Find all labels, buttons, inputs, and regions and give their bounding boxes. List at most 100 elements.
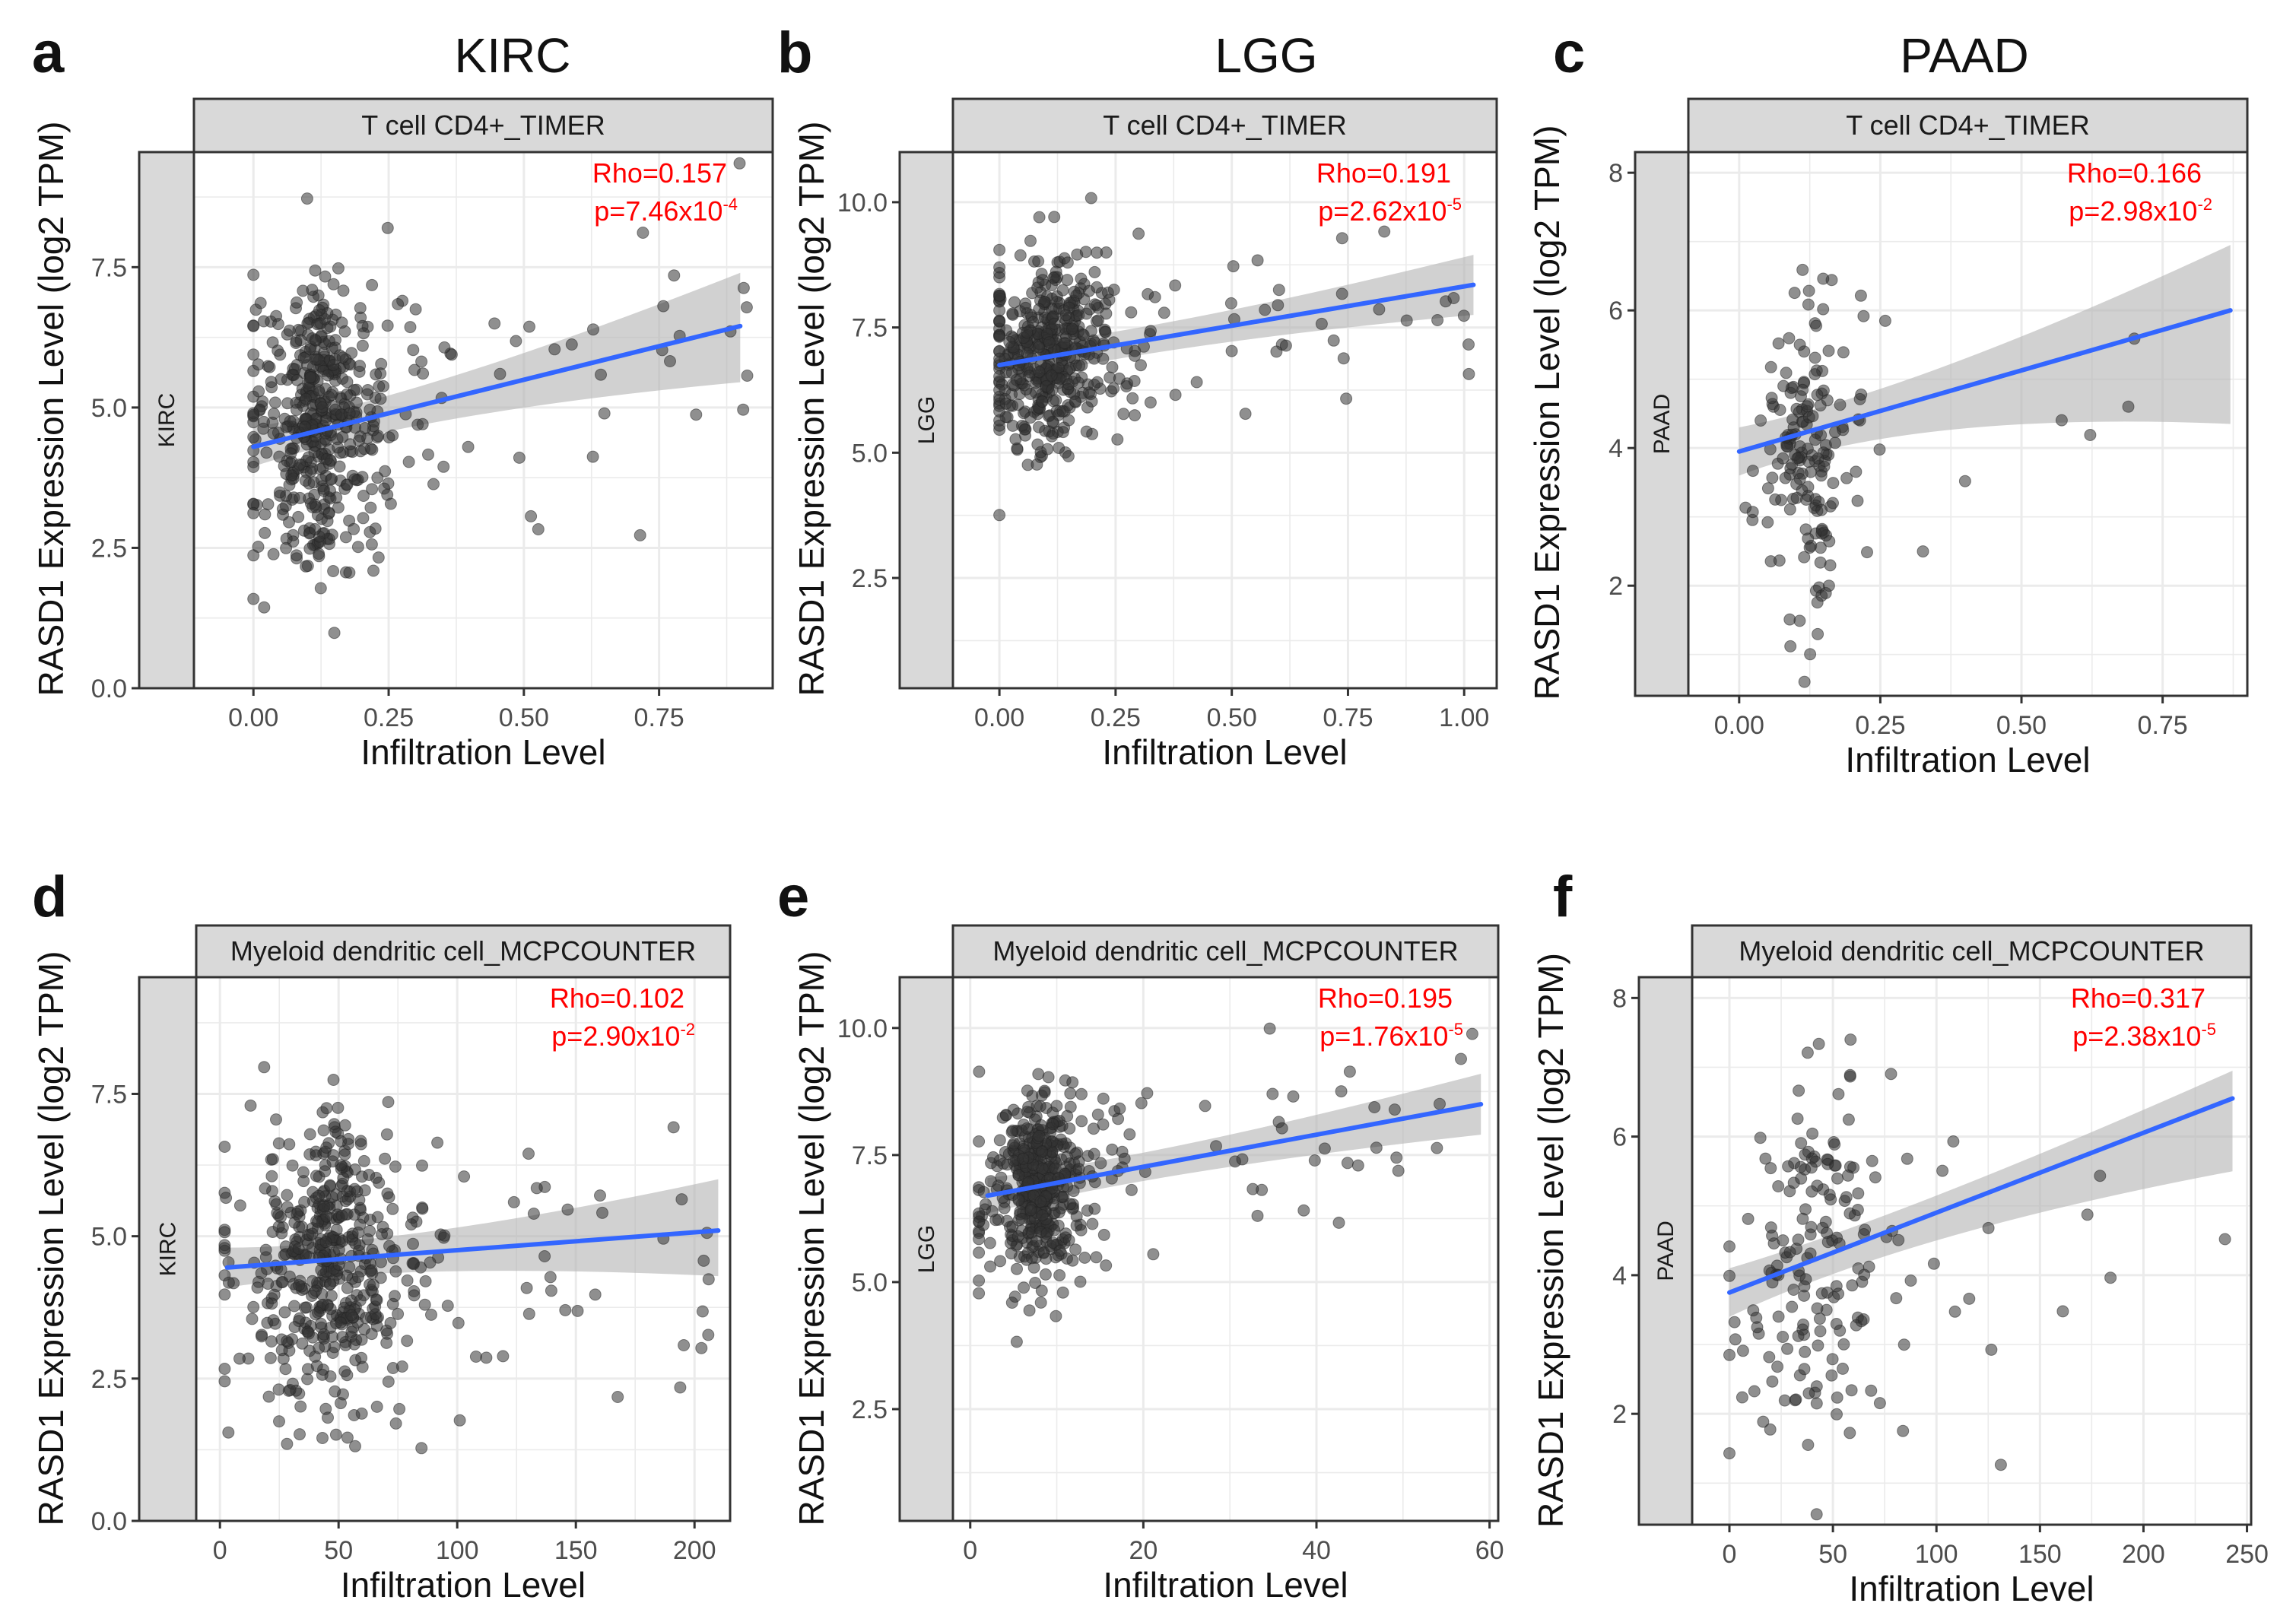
scatter-point — [1147, 1248, 1160, 1261]
scatter-point — [1351, 1159, 1364, 1172]
scatter-point — [310, 1284, 322, 1297]
scatter-point — [1034, 1119, 1047, 1132]
scatter-point — [318, 1200, 331, 1213]
scatter-point — [258, 601, 271, 614]
scatter-point — [1757, 1415, 1770, 1428]
x-tick-label: 0.00 — [228, 703, 278, 732]
y-tick-label: 6 — [1612, 1123, 1627, 1152]
scatter-point — [1048, 211, 1061, 224]
scatter-point — [1263, 1022, 1276, 1035]
scatter-point — [1078, 1251, 1091, 1264]
scatter-point — [1994, 1459, 2007, 1471]
scatter-point — [416, 1159, 428, 1172]
panel-c: c PAAD T cell CD4+_TIMER PAAD 0.00 0.25 0.50 0.… — [1527, 21, 2249, 779]
panel-letter: b — [777, 21, 812, 85]
scatter-point — [1817, 272, 1830, 285]
scatter-point — [1088, 298, 1101, 311]
x-tick-label: 0.75 — [1323, 703, 1373, 732]
plot-border — [195, 976, 732, 1522]
scatter-point — [284, 1384, 297, 1396]
scatter-point — [1850, 465, 1863, 478]
scatter-point — [1766, 1375, 1779, 1388]
plot-border — [1687, 151, 2249, 697]
scatter-point — [348, 522, 360, 535]
scatter-point — [294, 1400, 307, 1413]
scatter-point — [329, 341, 341, 354]
scatter-point — [1011, 398, 1024, 411]
facet-strip-label: T cell CD4+_TIMER — [1846, 110, 2089, 141]
scatter-point — [993, 1134, 1006, 1147]
scatter-point — [1843, 1427, 1856, 1440]
scatter-point — [1764, 1162, 1777, 1175]
scatter-point — [384, 1316, 397, 1329]
scatter-point — [292, 510, 305, 523]
scatter-point — [984, 1260, 996, 1273]
scatter-point — [352, 1226, 365, 1239]
scatter-point — [1826, 1353, 1839, 1366]
scatter-point — [1866, 1154, 1878, 1167]
scatter-point — [1885, 1068, 1897, 1081]
scatter-point — [987, 1151, 999, 1163]
scatter-point — [1083, 284, 1095, 297]
scatter-point — [2084, 429, 2097, 441]
scatter-point — [281, 1437, 294, 1450]
scatter-point — [382, 1375, 395, 1388]
scatter-point — [288, 1216, 301, 1229]
panel-d: d Myeloid dendritic cell_MCPCOUNTER KIRC 0 5… — [31, 865, 732, 1605]
scatter-point — [1094, 1157, 1107, 1170]
scatter-point — [338, 325, 351, 338]
scatter-point — [268, 396, 281, 409]
scatter-point — [1765, 392, 1778, 405]
scatter-point — [1846, 1279, 1859, 1292]
scatter-point — [1135, 1097, 1148, 1109]
scatter-point — [389, 1160, 402, 1173]
scatter-point — [303, 343, 316, 356]
scatter-point — [314, 317, 327, 330]
scatter-point — [317, 1124, 330, 1137]
scatter-point — [1802, 284, 1815, 297]
scatter-point — [386, 1362, 399, 1374]
scatter-point — [360, 388, 373, 401]
scatter-point — [372, 551, 385, 564]
scatter-point — [363, 1169, 376, 1181]
scatter-point — [1036, 1162, 1049, 1175]
scatter-point — [1169, 389, 1182, 402]
scatter-point — [313, 304, 326, 316]
plot-border — [192, 151, 774, 690]
scatter-point — [702, 1273, 715, 1286]
scatter-point — [1764, 1221, 1777, 1234]
scatter-point — [299, 1301, 312, 1314]
scatter-point — [1814, 1325, 1827, 1338]
side-strip-label: LGG — [914, 396, 939, 444]
scatter-point — [1831, 1391, 1843, 1404]
scatter-point — [1056, 1286, 1069, 1299]
scatter-point — [1073, 359, 1086, 372]
scatter-point — [273, 1415, 285, 1428]
p-value-base: p=2.62x10 — [1318, 195, 1447, 227]
scatter-point — [281, 1189, 294, 1202]
scatter-point — [1801, 1046, 1814, 1059]
x-tick-label: 0.25 — [364, 703, 414, 732]
scatter-point — [1066, 1076, 1079, 1089]
y-tick-label: 5.0 — [852, 439, 888, 468]
scatter-point — [1005, 1125, 1018, 1138]
scatter-point — [319, 1236, 332, 1249]
scatter-point — [324, 1179, 336, 1192]
scatter-point — [1810, 1508, 1823, 1521]
scatter-point — [408, 1289, 421, 1302]
scatter-point — [304, 497, 317, 510]
regression-line — [985, 1102, 1484, 1198]
scatter-point — [364, 501, 377, 514]
scatter-point — [740, 301, 753, 314]
scatter-point — [1066, 1254, 1079, 1267]
scatter-point — [1031, 458, 1043, 471]
scatter-point — [1035, 1284, 1048, 1297]
scatter-point — [272, 1383, 285, 1396]
scatter-point — [301, 1363, 314, 1376]
scatter-point — [1006, 1220, 1019, 1233]
p-value-exponent: -2 — [680, 1020, 695, 1039]
scatter-point — [993, 315, 1006, 328]
p-value-base: p=2.38x10 — [2072, 1021, 2201, 1052]
scatter-point — [1927, 1257, 1940, 1270]
scatter-point — [1723, 1447, 1735, 1460]
